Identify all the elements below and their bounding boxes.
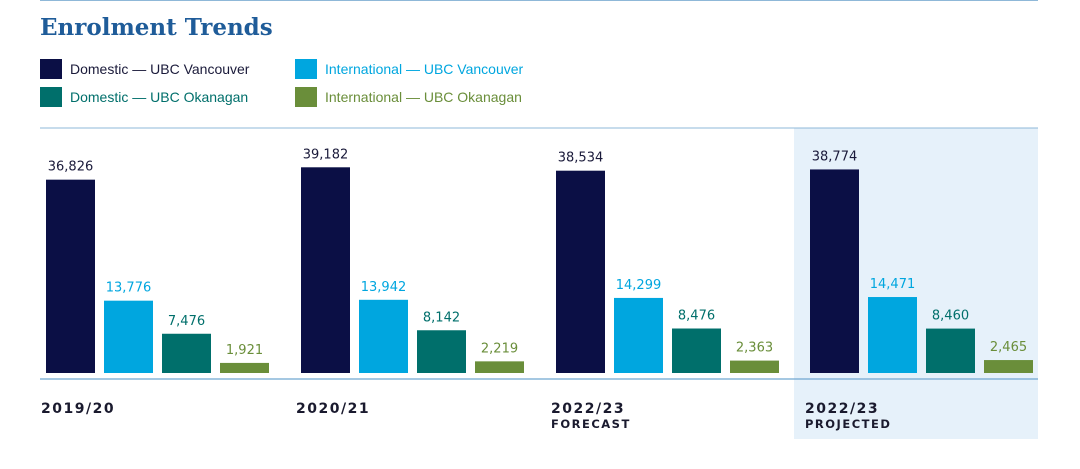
bar bbox=[730, 360, 779, 373]
bar bbox=[162, 333, 211, 373]
bar-value-label: 2,363 bbox=[736, 341, 773, 356]
legend-item-international-vancouver: International — UBC Vancouver bbox=[295, 58, 523, 80]
bar-value-label: 39,182 bbox=[303, 147, 349, 162]
category-sublabel: FORECAST bbox=[551, 417, 631, 431]
bar-value-label: 2,465 bbox=[990, 340, 1027, 355]
bar-value-label: 14,299 bbox=[616, 278, 662, 293]
bar bbox=[672, 328, 721, 373]
bar bbox=[220, 362, 269, 373]
bar-value-label: 8,476 bbox=[678, 309, 715, 324]
bar-value-label: 1,921 bbox=[226, 343, 263, 358]
category-sublabel: PROJECTED bbox=[805, 417, 891, 431]
bar-value-label: 38,534 bbox=[558, 151, 604, 166]
legend-item-international-okanagan: International — UBC Okanagan bbox=[295, 86, 522, 108]
bar bbox=[359, 299, 408, 373]
legend-item-domestic-vancouver: Domestic — UBC Vancouver bbox=[40, 58, 249, 80]
category-label: 2020/21 bbox=[296, 401, 370, 417]
legend-label: International — UBC Okanagan bbox=[325, 89, 522, 105]
legend-swatch bbox=[295, 87, 317, 107]
legend-label: Domestic — UBC Vancouver bbox=[70, 61, 250, 77]
category-label: 2022/23 bbox=[551, 401, 625, 417]
bar bbox=[46, 179, 95, 373]
bar bbox=[984, 360, 1033, 373]
bar-value-label: 13,942 bbox=[361, 280, 407, 295]
bar-value-label: 8,460 bbox=[932, 309, 969, 324]
legend-item-domestic-okanagan: Domestic — UBC Okanagan bbox=[40, 86, 248, 108]
bar bbox=[868, 297, 917, 373]
bar bbox=[301, 167, 350, 373]
bar-value-label: 13,776 bbox=[106, 281, 152, 296]
legend-swatch bbox=[295, 59, 317, 79]
legend-swatch bbox=[40, 87, 62, 107]
category-label: 2019/20 bbox=[41, 401, 115, 417]
top-divider bbox=[40, 0, 1038, 1]
bar-value-label: 2,219 bbox=[481, 341, 518, 356]
legend: Domestic — UBC Vancouver International —… bbox=[40, 58, 600, 110]
category-label: 2022/23 bbox=[805, 401, 879, 417]
legend-swatch bbox=[40, 59, 62, 79]
bar-value-label: 7,476 bbox=[168, 314, 205, 329]
bar bbox=[614, 297, 663, 373]
bar bbox=[417, 330, 466, 373]
bar bbox=[556, 170, 605, 373]
bar bbox=[104, 300, 153, 373]
bar bbox=[475, 361, 524, 373]
bar-value-label: 36,826 bbox=[48, 160, 94, 175]
bar-value-label: 14,471 bbox=[870, 277, 916, 292]
legend-label: International — UBC Vancouver bbox=[325, 61, 524, 77]
bar-value-label: 38,774 bbox=[812, 149, 858, 164]
bar-value-label: 8,142 bbox=[423, 310, 460, 325]
bar bbox=[810, 169, 859, 373]
bar bbox=[926, 328, 975, 373]
chart-title: Enrolment Trends bbox=[40, 14, 273, 41]
legend-label: Domestic — UBC Okanagan bbox=[70, 89, 249, 105]
